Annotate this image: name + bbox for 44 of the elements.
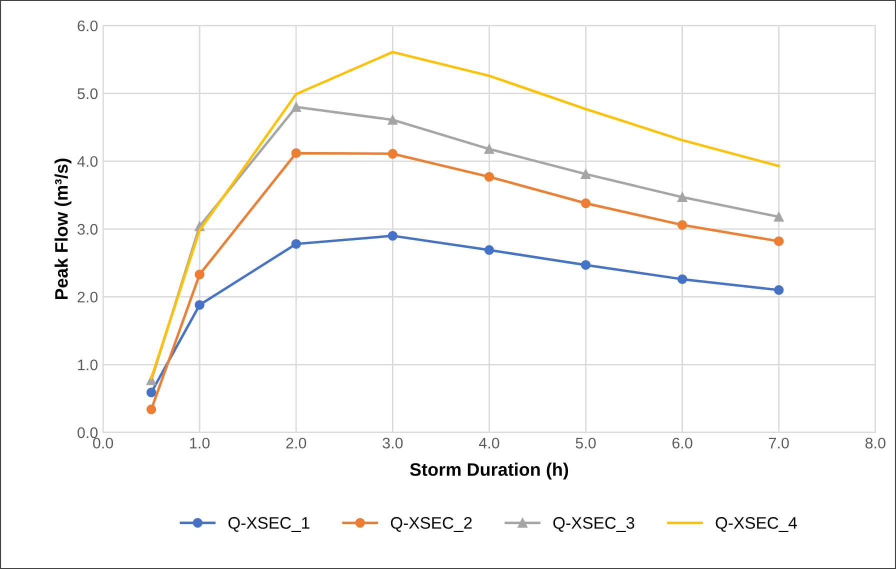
x-tick-label: 2.0 bbox=[286, 438, 306, 449]
point bbox=[580, 169, 591, 179]
y-tick-label: 3.0 bbox=[78, 224, 98, 235]
point bbox=[388, 148, 398, 159]
point bbox=[194, 300, 204, 310]
point bbox=[146, 388, 156, 398]
x-axis-title: Storm Duration (h) bbox=[410, 462, 568, 480]
legend-label: Q-XSEC_2 bbox=[390, 517, 472, 532]
point bbox=[484, 144, 494, 154]
x-tick-label: 5.0 bbox=[576, 438, 596, 449]
y-axis-title: Peak Flow (m³/s) bbox=[54, 158, 72, 300]
legend-label: Q-XSEC_4 bbox=[716, 517, 797, 532]
point bbox=[677, 274, 688, 284]
point bbox=[774, 236, 784, 246]
point bbox=[291, 239, 301, 249]
point bbox=[291, 148, 301, 158]
x-tick-label: 3.0 bbox=[382, 438, 403, 449]
point bbox=[677, 192, 688, 202]
x-tick-label: 1.0 bbox=[190, 438, 210, 449]
point bbox=[194, 270, 204, 280]
y-tick-label: 4.0 bbox=[77, 156, 98, 167]
legend-label: Q-XSEC_1 bbox=[228, 517, 310, 532]
point bbox=[580, 260, 591, 270]
point bbox=[291, 102, 301, 112]
point bbox=[677, 220, 688, 230]
y-tick-label: 0.0 bbox=[78, 427, 98, 438]
point bbox=[388, 114, 398, 125]
point bbox=[774, 212, 784, 222]
y-tick-label: 6.0 bbox=[78, 20, 98, 32]
y-tick-label: 2.0 bbox=[78, 292, 98, 303]
point bbox=[484, 172, 494, 182]
x-tick-label: 6.0 bbox=[672, 438, 692, 449]
x-tick-label: 8.0 bbox=[865, 438, 886, 449]
legend-label: Q-XSEC_3 bbox=[553, 517, 634, 532]
y-tick-label: 1.0 bbox=[78, 360, 98, 370]
point bbox=[580, 198, 591, 208]
point bbox=[146, 404, 156, 414]
point bbox=[388, 230, 398, 241]
x-tick-label: 4.0 bbox=[478, 438, 500, 449]
point bbox=[774, 285, 784, 295]
y-tick-label: 5.0 bbox=[78, 88, 98, 100]
x-tick-label: 7.0 bbox=[769, 438, 789, 449]
x-tick-label: 0.0 bbox=[93, 438, 114, 449]
point bbox=[484, 245, 494, 255]
